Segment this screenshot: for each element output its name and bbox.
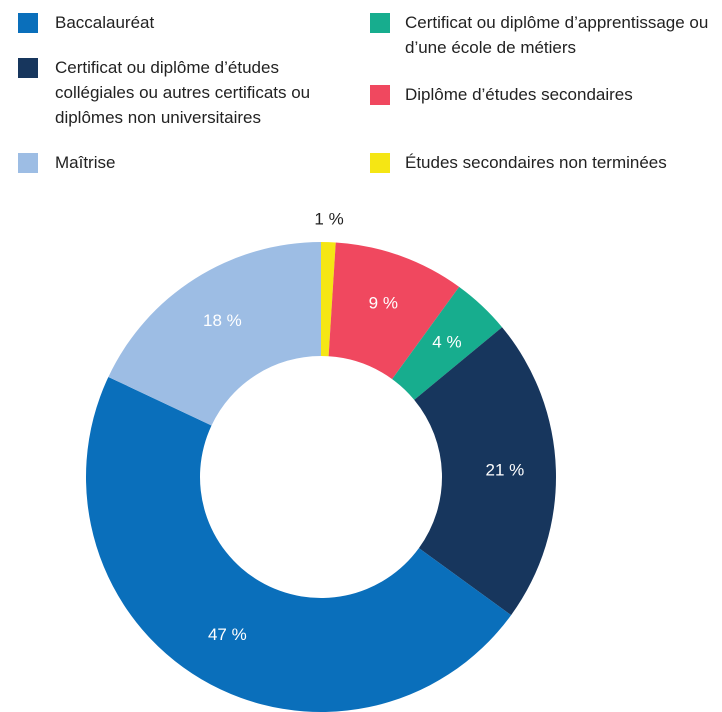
data-label: 1 % — [314, 210, 343, 229]
data-label: 4 % — [432, 332, 461, 351]
legend-swatch — [370, 13, 390, 33]
legend-label: Maîtrise — [55, 153, 116, 172]
data-label: 21 % — [486, 461, 525, 480]
legend-swatch — [370, 85, 390, 105]
data-label: 47 % — [208, 625, 247, 644]
data-label: 9 % — [369, 293, 398, 312]
donut-slice — [108, 242, 321, 426]
legend-label: Certificat ou diplôme d’études collégial… — [55, 58, 311, 127]
legend-label: Diplôme d’études secondaires — [405, 85, 633, 104]
donut-slice — [328, 242, 460, 380]
legend-label: Certificat ou diplôme d’apprentis­sage o… — [405, 13, 709, 57]
donut-slice — [392, 286, 503, 400]
data-label: 18 % — [203, 311, 242, 330]
donut-slice — [86, 376, 512, 712]
legend-swatch — [18, 153, 38, 173]
legend-label: Études secondaires non terminées — [405, 153, 667, 172]
legend-swatch — [370, 153, 390, 173]
legend-label: Baccalauréat — [55, 13, 155, 32]
donut-slice — [414, 327, 557, 616]
legend-swatch — [18, 58, 38, 78]
donut-slice — [321, 242, 336, 357]
legend-swatch — [18, 13, 38, 33]
